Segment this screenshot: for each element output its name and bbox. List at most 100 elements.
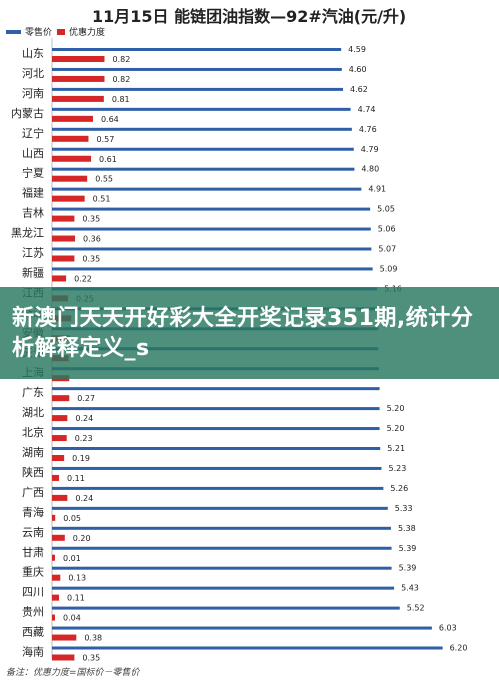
discount-value-label: 0.24 <box>75 414 93 423</box>
retail-bar <box>52 207 371 211</box>
retail-value-label: 5.52 <box>407 604 425 613</box>
discount-bar <box>52 415 68 422</box>
discount-bar <box>52 255 75 262</box>
footnote: 备注：优惠力度=国标价－零售价 <box>6 667 141 678</box>
discount-bar <box>52 494 68 501</box>
category-label: 黑龙江 <box>11 227 44 240</box>
retail-value-label: 6.20 <box>450 644 468 653</box>
category-label: 江苏 <box>22 247 44 260</box>
discount-value-label: 0.13 <box>68 574 86 583</box>
discount-value-label: 0.57 <box>96 135 114 144</box>
retail-bar <box>52 606 400 610</box>
legend-swatch-discount <box>57 29 65 35</box>
category-label: 海南 <box>22 645 44 659</box>
discount-value-label: 0.27 <box>77 394 95 403</box>
retail-bar <box>52 227 371 231</box>
retail-bar <box>52 526 391 530</box>
retail-bar <box>52 646 443 650</box>
retail-bar <box>52 427 380 431</box>
discount-value-label: 0.01 <box>63 554 81 563</box>
discount-bar <box>52 654 75 661</box>
discount-bar <box>52 175 88 182</box>
overlay-banner <box>0 287 499 379</box>
category-label: 广东 <box>22 386 44 399</box>
category-label: 宁夏 <box>22 166 44 180</box>
discount-bar <box>52 554 55 561</box>
discount-bar <box>52 95 104 102</box>
category-label: 西藏 <box>22 626 44 639</box>
retail-bar <box>52 107 351 111</box>
discount-bar <box>52 474 60 481</box>
legend-label-discount: 优惠力度 <box>69 26 105 38</box>
retail-value-label: 5.39 <box>399 564 417 573</box>
retail-value-label: 4.91 <box>368 185 386 194</box>
retail-value-label: 5.23 <box>388 464 406 473</box>
category-label: 重庆 <box>22 565 44 579</box>
category-label: 吉林 <box>22 206 44 220</box>
retail-value-label: 5.43 <box>401 584 419 593</box>
discount-value-label: 0.51 <box>93 195 111 204</box>
discount-value-label: 0.55 <box>95 175 113 184</box>
discount-value-label: 0.11 <box>67 594 85 603</box>
discount-bar <box>52 594 60 601</box>
retail-value-label: 5.06 <box>378 225 396 234</box>
retail-bar <box>52 466 382 470</box>
retail-bar <box>52 247 372 251</box>
retail-bar <box>52 546 392 550</box>
retail-bar <box>52 187 362 191</box>
retail-value-label: 5.33 <box>395 504 413 513</box>
retail-bar <box>52 167 355 171</box>
discount-value-label: 0.81 <box>112 95 130 104</box>
category-label: 陕西 <box>22 465 44 479</box>
category-label: 贵州 <box>22 606 44 619</box>
discount-value-label: 0.61 <box>99 155 117 164</box>
discount-value-label: 0.35 <box>82 215 100 224</box>
retail-bar <box>52 566 392 570</box>
retail-value-label: 6.03 <box>439 624 457 633</box>
retail-value-label: 5.05 <box>377 205 395 214</box>
discount-bar <box>52 395 70 402</box>
discount-value-label: 0.35 <box>82 255 100 264</box>
retail-bar <box>52 87 344 91</box>
discount-bar <box>52 215 75 222</box>
retail-value-label: 5.26 <box>390 484 408 493</box>
retail-value-label: 5.20 <box>387 404 405 413</box>
discount-value-label: 0.19 <box>72 454 90 463</box>
retail-value-label: 4.59 <box>348 45 366 54</box>
discount-bar <box>52 275 67 282</box>
discount-value-label: 0.05 <box>63 514 81 523</box>
retail-value-label: 4.62 <box>350 85 368 94</box>
retail-value-label: 4.80 <box>361 165 379 174</box>
category-label: 广西 <box>22 486 44 499</box>
category-label: 辽宁 <box>22 126 44 140</box>
chart-title: 11月15日 能链团油指数—92#汽油(元/升) <box>92 7 406 26</box>
retail-bar <box>52 48 342 51</box>
discount-bar <box>52 155 92 162</box>
retail-bar <box>52 127 352 131</box>
retail-bar <box>52 67 342 71</box>
discount-bar <box>52 195 85 202</box>
discount-bar <box>52 115 93 122</box>
retail-value-label: 4.76 <box>359 125 377 134</box>
retail-value-label: 5.21 <box>387 444 405 453</box>
discount-bar <box>52 634 77 641</box>
category-label: 山东 <box>22 47 44 60</box>
discount-value-label: 0.64 <box>101 115 119 124</box>
discount-bar <box>52 135 89 142</box>
discount-value-label: 0.11 <box>67 474 85 483</box>
discount-value-label: 0.82 <box>112 75 130 84</box>
discount-bar <box>52 574 61 581</box>
retail-bar <box>52 447 381 450</box>
overlay-text: 新澳门天天开好彩大全开奖记录351期,统计分析解释定义_s <box>12 306 474 361</box>
category-label: 河南 <box>22 87 44 100</box>
category-label: 云南 <box>22 526 44 539</box>
discount-bar <box>52 435 67 442</box>
category-label: 山西 <box>22 147 44 160</box>
retail-value-label: 5.09 <box>380 264 398 273</box>
discount-bar <box>52 455 65 461</box>
discount-value-label: 0.23 <box>75 434 93 443</box>
category-label: 湖南 <box>22 446 44 459</box>
category-label: 四川 <box>22 586 44 599</box>
retail-value-label: 4.79 <box>361 145 379 154</box>
